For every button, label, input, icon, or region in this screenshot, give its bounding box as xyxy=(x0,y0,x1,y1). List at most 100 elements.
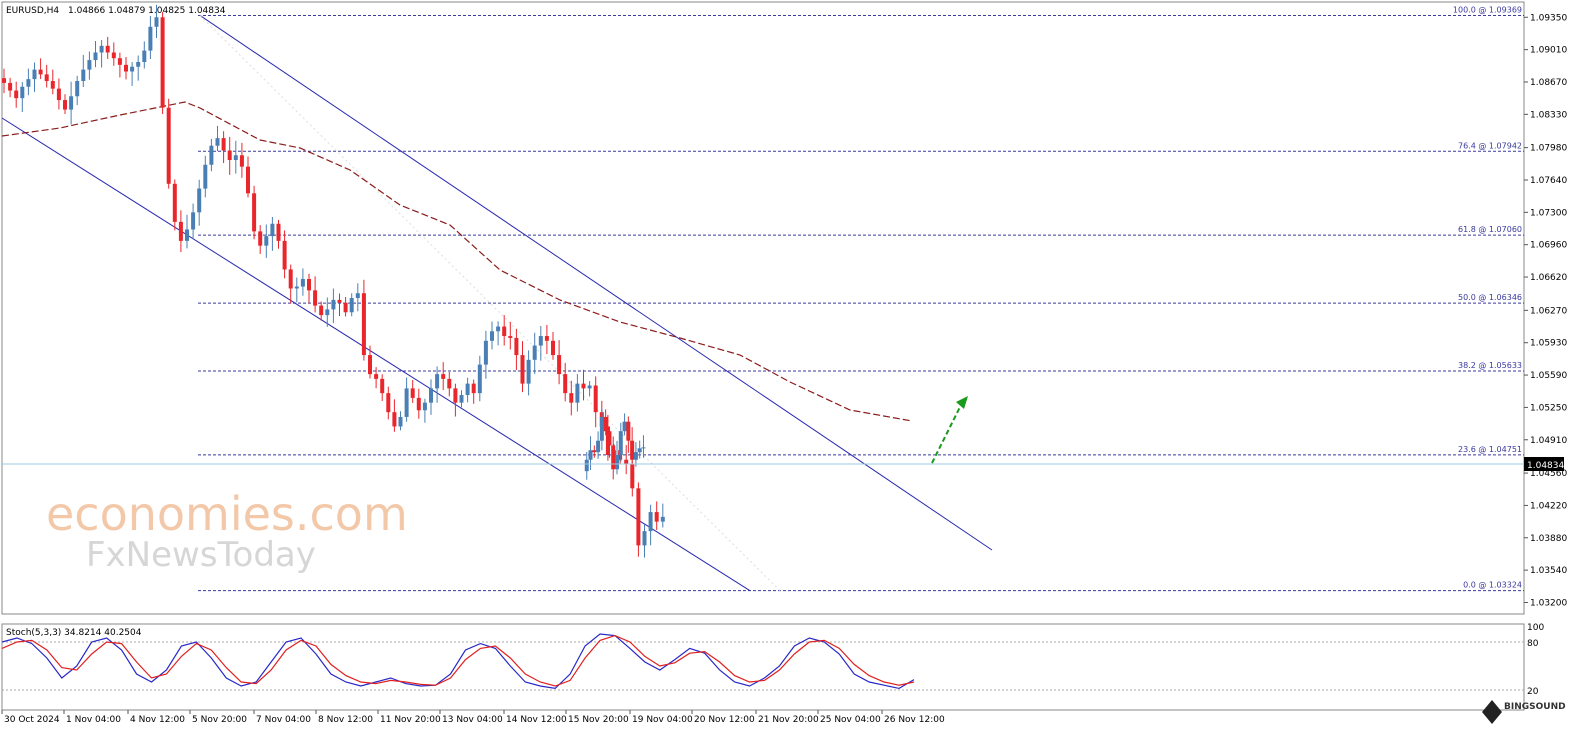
candle-body xyxy=(429,388,433,403)
x-tick-label: 19 Nov 04:00 xyxy=(632,715,693,725)
candle-body xyxy=(584,459,589,472)
x-tick-label: 14 Nov 12:00 xyxy=(506,715,567,725)
fib-trend-line xyxy=(199,15,781,592)
candle-body xyxy=(185,229,189,241)
x-tick-label: 5 Nov 20:00 xyxy=(192,715,247,725)
candle-body xyxy=(477,364,482,394)
candle-body xyxy=(294,286,299,289)
x-tick-label: 30 Oct 2024 xyxy=(4,715,60,725)
candle-body xyxy=(615,454,620,470)
candle-body xyxy=(422,402,427,411)
candle-body xyxy=(410,388,415,398)
candle-body xyxy=(258,231,263,246)
candle-body xyxy=(538,336,543,346)
candle-body xyxy=(349,297,354,313)
candle-body xyxy=(465,383,470,396)
candle-body xyxy=(325,309,330,316)
candle-body xyxy=(252,193,257,232)
candle-body xyxy=(642,531,647,546)
price-channel xyxy=(1,15,993,592)
candle-body xyxy=(483,340,488,365)
candle-body xyxy=(8,82,13,91)
x-tick-label: 4 Nov 12:00 xyxy=(130,715,185,725)
x-tick-label: 13 Nov 04:00 xyxy=(442,715,503,725)
candle-body xyxy=(526,359,531,384)
candle-body xyxy=(588,450,593,460)
candle-body xyxy=(471,383,476,394)
chart-header: EURUSD,H4 1.04866 1.04879 1.04825 1.0483… xyxy=(6,6,226,16)
symbol-label: EURUSD,H4 xyxy=(6,6,59,16)
candle-body xyxy=(270,223,275,237)
y-tick-label: 1.08330 xyxy=(1530,110,1567,120)
candle-body xyxy=(592,450,597,453)
candle-body xyxy=(398,416,403,427)
candle-body xyxy=(44,74,49,82)
x-tick-label: 7 Nov 04:00 xyxy=(256,715,311,725)
candle-body xyxy=(191,212,196,230)
y-tick-label: 1.03200 xyxy=(1530,598,1567,608)
y-tick-label: 1.09010 xyxy=(1530,46,1567,56)
candle-body xyxy=(331,299,336,310)
candle-body xyxy=(20,86,25,99)
watermark-line1: economies.com xyxy=(46,487,408,541)
candle-body xyxy=(459,395,464,403)
watermark-line2: FxNewsToday xyxy=(86,535,316,575)
fib-level-label: 50.0 @ 1.06346 xyxy=(1458,293,1522,302)
projection-arrow xyxy=(931,396,968,464)
candle-body xyxy=(75,81,80,97)
candle-body xyxy=(596,440,601,453)
channel-lower-line xyxy=(1,117,751,592)
candle-body xyxy=(508,336,513,338)
candle-body xyxy=(607,431,612,446)
candle-body xyxy=(215,138,220,146)
candle-body xyxy=(447,378,452,389)
candle-body xyxy=(575,383,580,403)
stoch-k-line xyxy=(1,633,915,690)
candle-body xyxy=(648,512,653,532)
candle-body xyxy=(587,385,592,389)
stochastic-oscillator: 100 80 20 xyxy=(1,623,1544,697)
candle-body xyxy=(496,326,501,332)
candle-body xyxy=(441,374,446,379)
stoch-pane-border xyxy=(1,623,1525,711)
watermark: economies.com FxNewsToday xyxy=(46,487,408,575)
ohlc-label: 1.04866 1.04879 1.04825 1.04834 xyxy=(68,6,226,16)
candle-body xyxy=(660,516,665,522)
corner-logo-text: BINGSOUND xyxy=(1504,702,1566,712)
y-tick-label: 1.07980 xyxy=(1530,144,1567,154)
candle-body xyxy=(105,45,110,53)
fibonacci-levels: 100.0 @ 1.09369 76.4 @ 1.07942 61.8 @ 1.07… xyxy=(198,5,1524,592)
stoch-axis-label: 100 xyxy=(1527,623,1544,633)
candle-body xyxy=(544,336,549,341)
candle-body xyxy=(14,90,19,99)
candle-body xyxy=(160,17,165,108)
fib-level-label: 61.8 @ 1.07060 xyxy=(1458,225,1522,234)
candle-body xyxy=(581,383,586,389)
stoch-header: Stoch(5,3,3) 34.8214 40.2504 xyxy=(6,628,142,638)
candle-body xyxy=(246,166,250,194)
candle-body xyxy=(172,183,177,222)
x-tick-label: 21 Nov 20:00 xyxy=(758,715,819,725)
y-tick-label: 1.06960 xyxy=(1530,241,1567,251)
candle-body xyxy=(93,52,98,61)
y-tick-label: 1.04220 xyxy=(1530,501,1567,511)
candle-body xyxy=(636,488,641,546)
candle-body xyxy=(593,385,598,413)
candle-body xyxy=(624,459,629,465)
candle-body xyxy=(557,355,562,375)
candle-body xyxy=(532,345,537,360)
candle-body xyxy=(26,79,31,87)
candle-body xyxy=(654,512,659,522)
candle-body xyxy=(386,393,391,413)
candle-body xyxy=(99,45,104,53)
fib-level-label: 76.4 @ 1.07942 xyxy=(1458,141,1522,150)
candle-body xyxy=(81,69,86,82)
candle-body xyxy=(69,96,74,110)
stoch-d-line xyxy=(1,634,915,687)
candle-body xyxy=(209,145,214,165)
candle-body xyxy=(32,69,37,80)
time-axis: 30 Oct 2024 1 Nov 04:00 4 Nov 12:00 5 Nov 2… xyxy=(1,710,945,725)
candle-body xyxy=(307,278,311,291)
candle-body xyxy=(569,393,574,403)
